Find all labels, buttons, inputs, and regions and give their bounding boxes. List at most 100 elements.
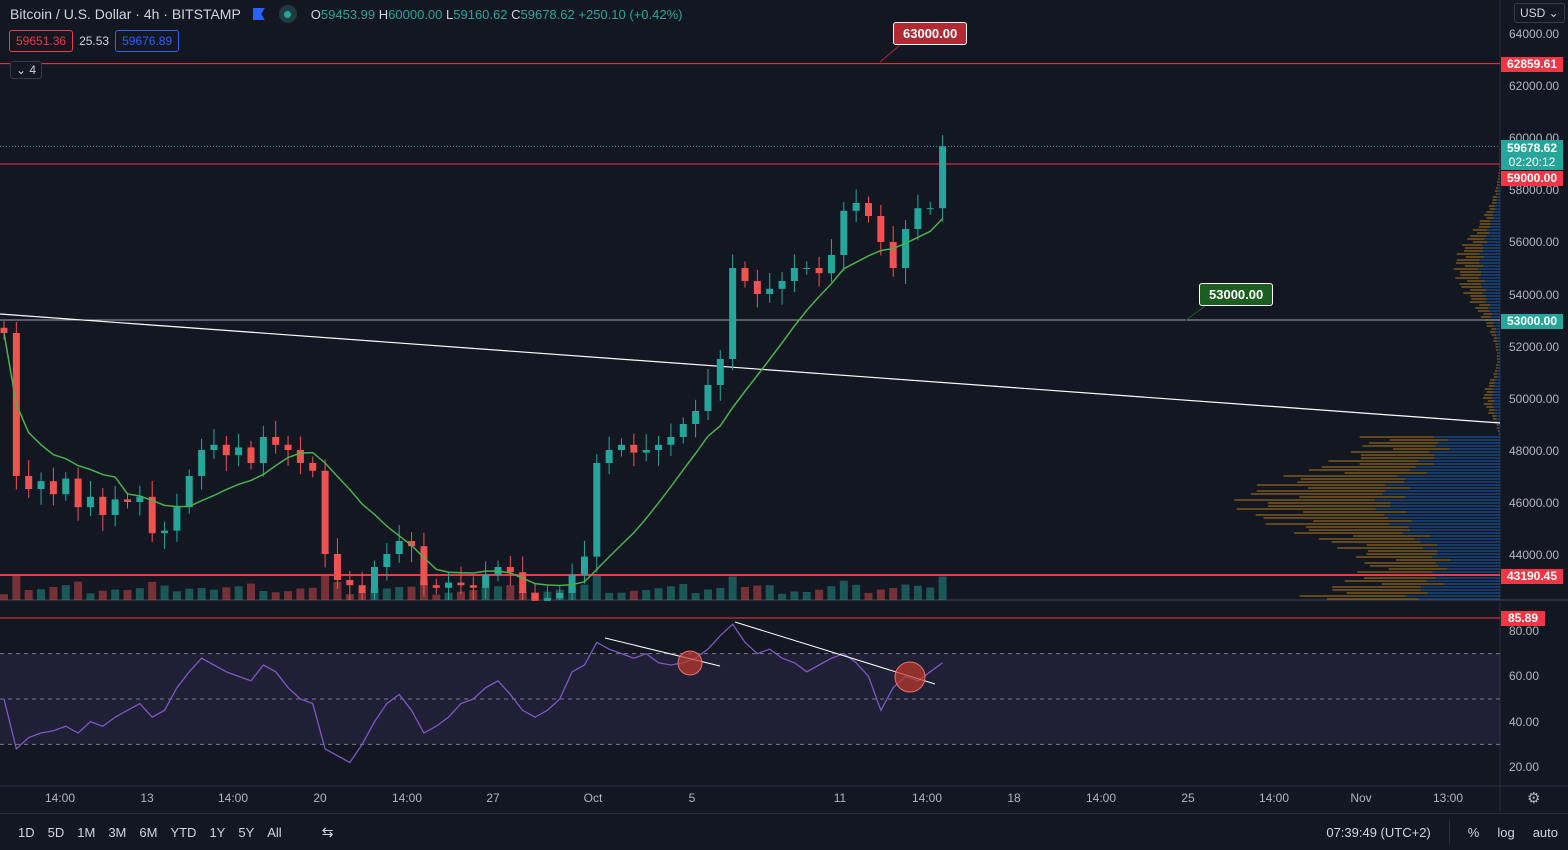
percent-toggle[interactable]: % — [1467, 824, 1480, 840]
volume-bar — [629, 590, 638, 600]
volume-bar — [197, 588, 206, 600]
candle-body — [692, 411, 700, 424]
time-axis-label: Nov — [1350, 791, 1372, 805]
range-button-3m[interactable]: 3M — [108, 824, 127, 840]
candle-body — [25, 476, 33, 489]
volume-bar — [209, 589, 218, 600]
candle-body — [284, 444, 292, 450]
time-axis-label: 13:00 — [1432, 791, 1464, 805]
candle-body — [482, 574, 490, 588]
buy-button[interactable]: 59676.89 — [115, 30, 180, 52]
candle-body — [272, 437, 280, 445]
volume-bar — [765, 585, 774, 600]
range-button-all[interactable]: All — [267, 824, 282, 840]
candle-body — [568, 574, 576, 593]
candle-body — [235, 447, 243, 456]
time-axis-label: Oct — [583, 791, 603, 805]
candle-body — [0, 327, 8, 333]
candle-body — [556, 593, 564, 599]
moving-average-line — [3, 218, 944, 587]
volume-bar — [642, 590, 651, 600]
candle-body — [593, 463, 601, 557]
volume-bar — [815, 589, 824, 600]
candle-body — [790, 268, 798, 281]
spread: 25.53 — [79, 34, 110, 48]
volume-bar — [876, 589, 885, 600]
volume-bar — [432, 594, 441, 600]
log-toggle[interactable]: log — [1497, 824, 1515, 840]
flag-icon[interactable] — [252, 8, 265, 20]
clock[interactable]: 07:39:49 (UTC+2) — [1326, 824, 1431, 840]
candle-body — [469, 585, 477, 588]
sell-button[interactable]: 59651.36 — [9, 30, 74, 52]
candle-body — [840, 210, 848, 255]
candle-body — [519, 572, 527, 593]
quote-buttons: 59651.36 25.53 59676.89 — [9, 30, 180, 52]
settings-gear-icon[interactable]: ⚙ — [1527, 790, 1541, 807]
price-axis-label: 50000.00 — [1509, 391, 1560, 406]
candle-body — [124, 499, 131, 502]
candle-body — [198, 450, 206, 476]
volume-bar — [901, 584, 910, 600]
candle-body — [531, 593, 539, 601]
volume-bar — [123, 590, 132, 600]
candle-body — [605, 450, 613, 463]
range-button-5y[interactable]: 5Y — [238, 824, 255, 840]
candle-body — [865, 203, 872, 216]
time-axis-label: 14:00 — [911, 791, 943, 805]
range-button-ytd[interactable]: YTD — [170, 824, 197, 840]
volume-bar — [24, 590, 33, 600]
currency-select[interactable]: USD ⌄ — [1514, 3, 1565, 23]
ohlc-values: O59453.99 H60000.00 L59160.62 C59678.62 … — [310, 6, 683, 22]
time-axis-label: 14:00 — [44, 791, 76, 805]
volume-bar — [49, 587, 58, 600]
candle-body — [148, 496, 156, 534]
candle-body — [753, 281, 761, 294]
range-button-5d[interactable]: 5D — [47, 824, 65, 840]
volume-bar — [333, 582, 342, 600]
candle-body — [939, 146, 947, 209]
candle-body — [185, 476, 193, 508]
candle-body — [852, 203, 860, 211]
range-button-1d[interactable]: 1D — [18, 824, 35, 840]
rsi-axis-label: 80.00 — [1509, 624, 1540, 638]
volume-bar — [296, 588, 305, 600]
candle-body — [827, 255, 835, 274]
auto-toggle[interactable]: auto — [1532, 824, 1558, 840]
price-callout-green[interactable]: 53000.00 — [1199, 283, 1274, 306]
volume-bar — [654, 588, 663, 600]
volume-bar — [864, 593, 873, 600]
symbol-title[interactable]: Bitcoin / U.S. Dollar · 4h · BITSTAMP — [10, 6, 241, 22]
candle-body — [111, 499, 119, 515]
volume-bar — [679, 584, 688, 600]
volume-bar — [938, 576, 947, 600]
range-button-1m[interactable]: 1M — [77, 824, 96, 840]
candle-body — [49, 481, 57, 495]
rsi-highlight-circle — [677, 650, 703, 676]
volume-bar — [753, 585, 762, 600]
symbol-legend: Bitcoin / U.S. Dollar · 4h · BITSTAMP O5… — [10, 5, 682, 23]
candle-body — [321, 470, 329, 554]
candle-body — [86, 496, 94, 508]
range-button-1y[interactable]: 1Y — [209, 824, 226, 840]
change: +250.10 (+0.42%) — [578, 6, 683, 22]
date-range-icon[interactable]: ⇆ — [321, 823, 334, 840]
candle-body — [395, 541, 403, 554]
price-callout-red[interactable]: 63000.00 — [893, 22, 968, 45]
time-axis-label: 25 — [1181, 791, 1195, 805]
candle-body — [630, 444, 638, 453]
price-axis-label: 46000.00 — [1509, 495, 1560, 510]
volume-bar — [728, 576, 737, 600]
volume-bar — [222, 587, 231, 600]
time-axis-label: 14:00 — [391, 791, 423, 805]
indicators-toggle[interactable]: ⌄ 4 — [10, 61, 43, 79]
candle-body — [371, 567, 378, 593]
price-axis-label: 54000.00 — [1509, 287, 1560, 302]
candle-body — [136, 496, 144, 502]
market-status-icon — [278, 5, 297, 23]
callout-pointer — [1184, 305, 1206, 322]
candle-body — [346, 580, 354, 586]
range-button-6m[interactable]: 6M — [139, 824, 158, 840]
candle-body — [408, 541, 416, 547]
